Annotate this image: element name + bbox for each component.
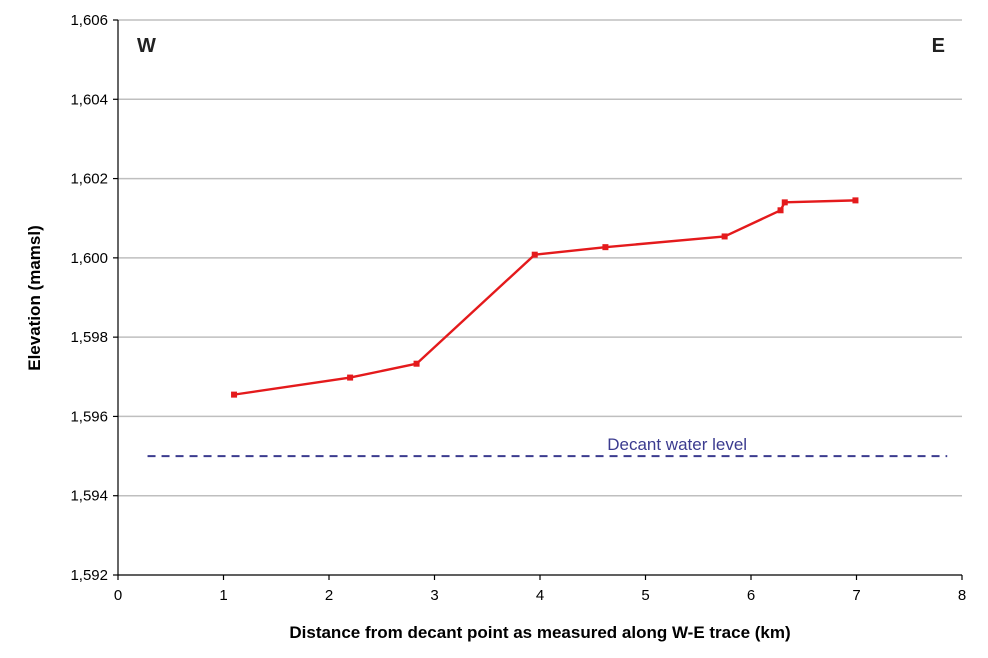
decant-water-level: Decant water level xyxy=(147,435,948,458)
series-line xyxy=(233,199,856,396)
x-tick-label: 4 xyxy=(536,587,544,604)
y-tick-label: 1,596 xyxy=(70,408,108,425)
x-tick-label: 2 xyxy=(325,587,333,604)
y-tick-label: 1,594 xyxy=(70,488,108,505)
west-label: W xyxy=(137,35,156,57)
y-tick-label: 1,604 xyxy=(70,91,108,108)
x-tick-label: 1 xyxy=(219,587,227,604)
y-tick-label: 1,598 xyxy=(70,329,108,346)
axes xyxy=(117,20,962,576)
y-axis-ticks: 1,592 1,594 1,596 1,598 1,600 1,602 1,604 1,606 xyxy=(70,12,118,584)
x-tick-label: 8 xyxy=(958,587,966,604)
data-point xyxy=(781,199,788,206)
x-tick-label: 3 xyxy=(430,587,438,604)
x-tick-label: 5 xyxy=(641,587,649,604)
x-axis-title: Distance from decant point as measured a… xyxy=(289,623,790,642)
data-point xyxy=(602,244,609,251)
y-tick-label: 1,592 xyxy=(70,567,108,584)
data-point xyxy=(231,391,238,398)
data-point xyxy=(413,360,420,367)
y-tick-label: 1,606 xyxy=(70,12,108,29)
decant-level-label: Decant water level xyxy=(607,435,747,454)
elevation-series xyxy=(231,197,859,398)
data-point xyxy=(777,207,784,214)
x-tick-label: 0 xyxy=(114,587,122,604)
x-axis-ticks: 0 1 2 3 4 5 6 7 8 xyxy=(114,575,966,604)
y-tick-label: 1,602 xyxy=(70,171,108,188)
y-tick-label: 1,600 xyxy=(70,250,108,267)
data-point xyxy=(852,197,859,204)
grid-lines xyxy=(118,19,962,497)
data-point xyxy=(531,251,538,258)
data-point xyxy=(347,374,354,381)
east-label: E xyxy=(932,35,945,57)
y-axis-title: Elevation (mamsl) xyxy=(25,225,44,371)
x-tick-label: 7 xyxy=(852,587,860,604)
data-point xyxy=(721,233,728,240)
x-tick-label: 6 xyxy=(747,587,755,604)
